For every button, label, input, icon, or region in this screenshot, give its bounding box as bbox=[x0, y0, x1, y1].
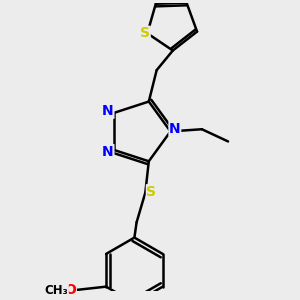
Text: N: N bbox=[102, 145, 114, 159]
Text: S: S bbox=[140, 26, 150, 40]
Text: CH₃: CH₃ bbox=[44, 284, 68, 297]
Text: N: N bbox=[169, 122, 181, 136]
Text: S: S bbox=[146, 185, 156, 199]
Text: O: O bbox=[64, 283, 76, 297]
Text: N: N bbox=[102, 104, 114, 118]
